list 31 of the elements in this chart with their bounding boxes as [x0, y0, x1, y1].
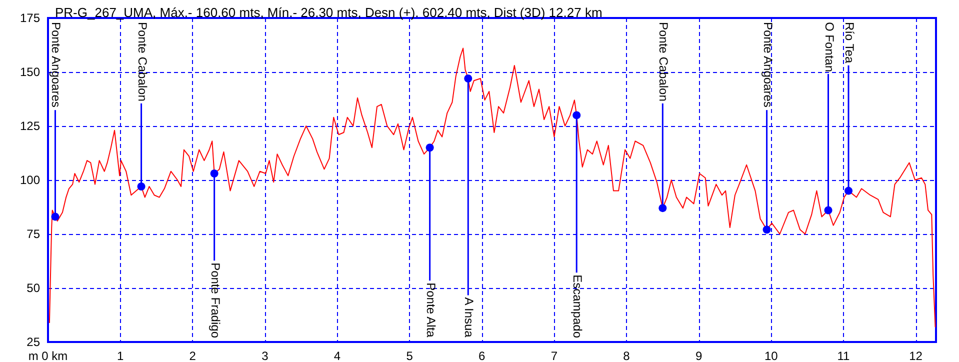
- annotation: A Insua: [462, 297, 476, 338]
- x-tick-label: m 0 km: [28, 349, 68, 362]
- x-tick-label: 7: [550, 349, 558, 362]
- x-tick-label: 3: [262, 349, 269, 362]
- x-tick-label: 9: [695, 349, 702, 362]
- annotation: O Fontan: [822, 22, 836, 72]
- x-tick-label: 1: [116, 349, 124, 362]
- annotation: Escampado: [570, 274, 585, 338]
- annotation: Río Tea: [842, 22, 856, 64]
- y-tick-label: 75: [26, 227, 40, 241]
- y-tick-label: 25: [26, 335, 40, 349]
- y-tick-label: 125: [20, 119, 40, 133]
- x-tick-label: 6: [478, 349, 486, 362]
- y-tick-label: 50: [26, 281, 40, 295]
- annotation: Ponte Cabalon: [656, 22, 671, 102]
- y-tick-label: 175: [20, 11, 40, 25]
- annotation: Ponte Alta: [424, 282, 438, 338]
- x-tick-label: 10: [764, 349, 778, 362]
- annotation: Ponte Fradigo: [208, 262, 222, 338]
- x-tick-label: 5: [406, 349, 414, 362]
- annotation: Ponte Angoares: [760, 22, 775, 108]
- y-tick-label: 150: [20, 65, 40, 79]
- x-tick-label: 11: [837, 349, 850, 362]
- y-tick-label: 100: [20, 173, 40, 187]
- x-tick-label: 8: [623, 349, 630, 362]
- x-tick-label: 2: [189, 349, 196, 362]
- annotation: Ponte Angoares: [49, 22, 64, 108]
- chart-title: PR-G_267_UMA, Máx.- 160.60 mts, Mín.- 26.30 mts, Desn (+). 602.40 mts, Dist (3D) 12.27 km: [55, 5, 602, 20]
- annotation: Ponte Cabalon: [135, 22, 150, 102]
- x-tick-label: 4: [334, 349, 341, 362]
- x-tick-label: 12: [909, 349, 923, 362]
